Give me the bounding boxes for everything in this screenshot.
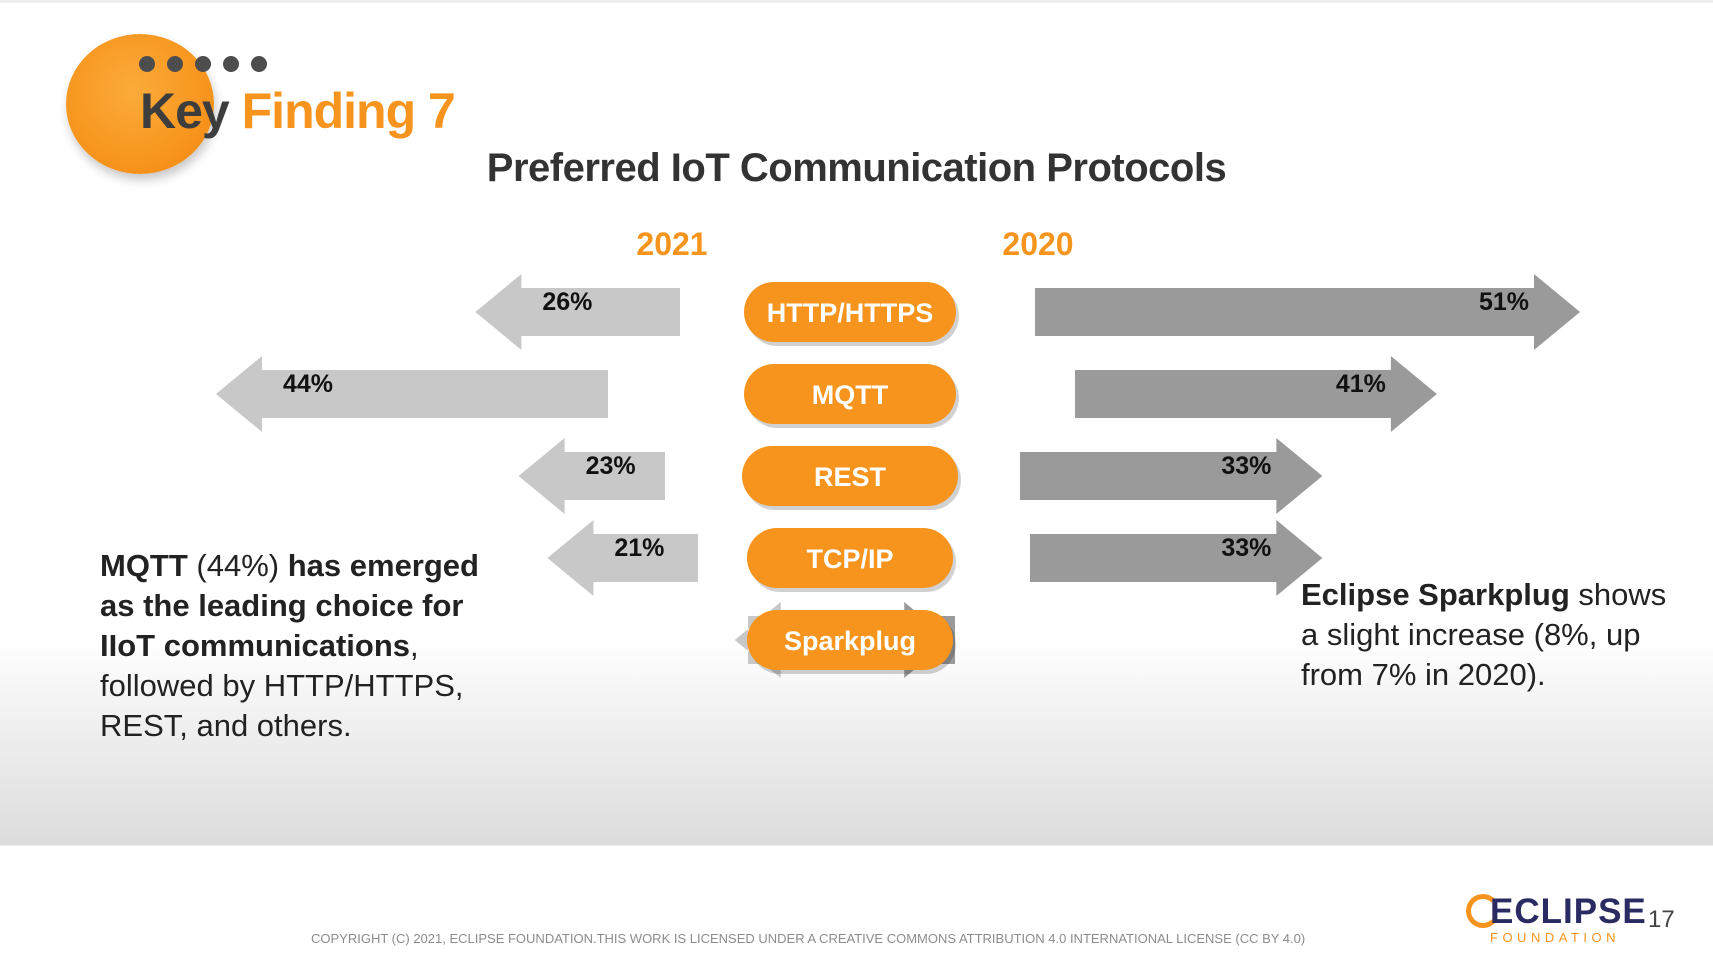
bar-2020-tcp-ip: [1030, 520, 1323, 596]
label-2020-tcp-ip: 33%: [1221, 534, 1271, 562]
series-2021-header: 2021: [636, 226, 707, 262]
category-label: MQTT: [812, 380, 889, 410]
page-number: 17: [1648, 906, 1675, 933]
category-label: TCP/IP: [806, 544, 893, 574]
label-2021-http-https: 26%: [542, 288, 592, 316]
key-finding-heading: Key Finding 7: [140, 82, 456, 140]
category-label: REST: [814, 462, 887, 492]
category-pill-mqtt: MQTT: [744, 364, 959, 428]
label-2021-tcp-ip: 21%: [614, 534, 664, 562]
logo-name: ECLIPSE: [1490, 892, 1647, 931]
top-divider: [0, 0, 1713, 3]
sparkplug-summary-note: Eclipse Sparkplug shows a slight increas…: [1301, 575, 1681, 695]
label-2021-rest: 23%: [586, 452, 636, 480]
bar-2021-rest: [518, 438, 665, 514]
note-right-text: shows a slight increase (8%, up from 7% …: [1301, 577, 1667, 692]
dot-icon: [139, 56, 155, 72]
bar-2021-tcp-ip: [547, 520, 698, 596]
bar-2021-mqtt: [216, 356, 608, 432]
category-pill-tcp-ip: TCP/IP: [747, 528, 956, 592]
category-label: Sparkplug: [784, 626, 916, 656]
dot-icon: [251, 56, 267, 72]
logo-subtitle: FOUNDATION: [1490, 930, 1620, 945]
dot-icon: [223, 56, 239, 72]
bar-2020-mqtt: [1075, 356, 1437, 432]
category-label: HTTP/HTTPS: [767, 298, 934, 328]
note-left-text-2: , followed by HTTP/HTTPS, REST, and othe…: [100, 628, 464, 743]
finding-badge-circle: [66, 34, 214, 174]
dot-icon: [167, 56, 183, 72]
note-left-bold-2: has emerged as the leading choice for II…: [100, 548, 479, 663]
category-pill-rest: REST: [742, 446, 961, 510]
mqtt-summary-note: MQTT (44%) has emerged as the leading ch…: [100, 546, 520, 746]
eclipse-logo[interactable]: ECLIPSE FOUNDATION: [1464, 890, 1646, 945]
eclipse-arc-icon: [1466, 894, 1500, 928]
dot-icon: [195, 56, 211, 72]
key-finding-number: Finding 7: [241, 83, 456, 139]
decorative-dots: [139, 56, 267, 72]
label-2020-mqtt: 41%: [1336, 370, 1386, 398]
series-2020-header: 2020: [1002, 226, 1073, 262]
copyright-footer: COPYRIGHT (C) 2021, ECLIPSE FOUNDATION.T…: [311, 931, 1306, 946]
label-2021-mqtt: 44%: [283, 370, 333, 398]
category-pill-sparkplug: Sparkplug: [747, 610, 956, 674]
note-left-text-1: (44%): [187, 548, 288, 583]
note-right-bold: Eclipse Sparkplug: [1301, 577, 1570, 612]
bar-2020-http-https: [1035, 274, 1580, 350]
label-2020-rest: 33%: [1221, 452, 1271, 480]
note-left-bold-1: MQTT: [100, 548, 188, 583]
bar-2020-rest: [1020, 438, 1323, 514]
label-2020-http-https: 51%: [1479, 288, 1529, 316]
chart-title: Preferred IoT Communication Protocols: [486, 146, 1227, 190]
bar-2021-http-https: [475, 274, 680, 350]
key-finding-key: Key: [140, 83, 230, 139]
category-pill-http-https: HTTP/HTTPS: [744, 282, 959, 346]
